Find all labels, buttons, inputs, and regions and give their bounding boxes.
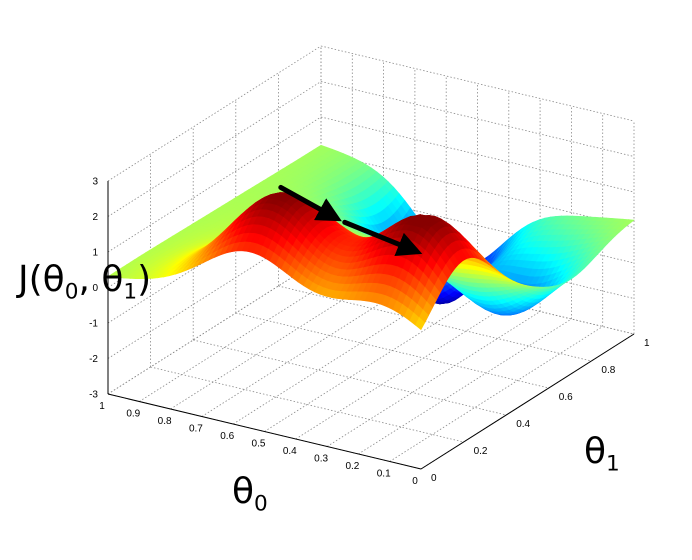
grid-line — [320, 45, 635, 122]
grid-line — [320, 81, 635, 157]
y-tick-label: 0.2 — [474, 446, 488, 457]
surface-patch — [415, 317, 426, 331]
z-tick-label: -2 — [89, 354, 98, 365]
gradient-descent-path — [278, 184, 423, 256]
grid-line — [107, 81, 322, 217]
y-tick-label: 1 — [644, 338, 650, 349]
grid-line — [193, 339, 507, 416]
z-tick-label: 2 — [92, 212, 98, 223]
x-axis-line — [107, 393, 422, 470]
gradient-step-arrow — [278, 184, 342, 222]
grid-line — [358, 318, 572, 455]
grid-line — [278, 285, 592, 362]
z-tick-label: 0 — [92, 283, 98, 294]
x-tick-label: 0.7 — [189, 424, 203, 435]
y-tick-label: 0.4 — [516, 419, 530, 430]
x-tick-label: 0.3 — [314, 454, 328, 465]
y-axis-label: θ1 — [584, 431, 620, 477]
grid-line — [235, 312, 549, 389]
x-tick-label: 0.1 — [377, 469, 391, 480]
grid-line — [150, 366, 464, 443]
grid-line — [389, 326, 603, 462]
x-tick-label: 0.9 — [126, 409, 140, 420]
grid-line — [320, 116, 635, 193]
y-tick-label: 0 — [431, 473, 437, 484]
grid-line — [326, 311, 541, 447]
grid-line — [107, 45, 322, 182]
x-tick-label: 0.2 — [345, 461, 359, 472]
x-tick-label: 0.8 — [158, 416, 172, 427]
x-tick-label: 0.6 — [220, 431, 234, 442]
x-axis-label: θ0 — [232, 471, 268, 517]
gradient-step-arrow — [342, 219, 423, 256]
grid-line — [264, 296, 478, 432]
y-tick-label: 0.8 — [601, 365, 615, 376]
y-axis-line — [420, 333, 635, 470]
y-tick-label: 0.6 — [559, 392, 573, 403]
z-tick-label: 3 — [92, 177, 98, 188]
grid-line — [107, 258, 322, 395]
z-tick-label: -1 — [89, 319, 98, 330]
x-tick-label: 1 — [99, 401, 105, 412]
x-tick-label: 0.4 — [283, 446, 297, 457]
x-tick-label: 0 — [412, 476, 418, 487]
cost-surface — [107, 144, 635, 331]
x-tick-label: 0.5 — [252, 439, 266, 450]
z-tick-label: 1 — [92, 248, 98, 259]
z-axis-label: J(θ0, θ1) — [18, 259, 152, 305]
grid-line — [295, 303, 510, 440]
z-tick-label: -3 — [89, 390, 98, 401]
grid-line — [320, 152, 635, 228]
grid-line — [107, 116, 322, 253]
